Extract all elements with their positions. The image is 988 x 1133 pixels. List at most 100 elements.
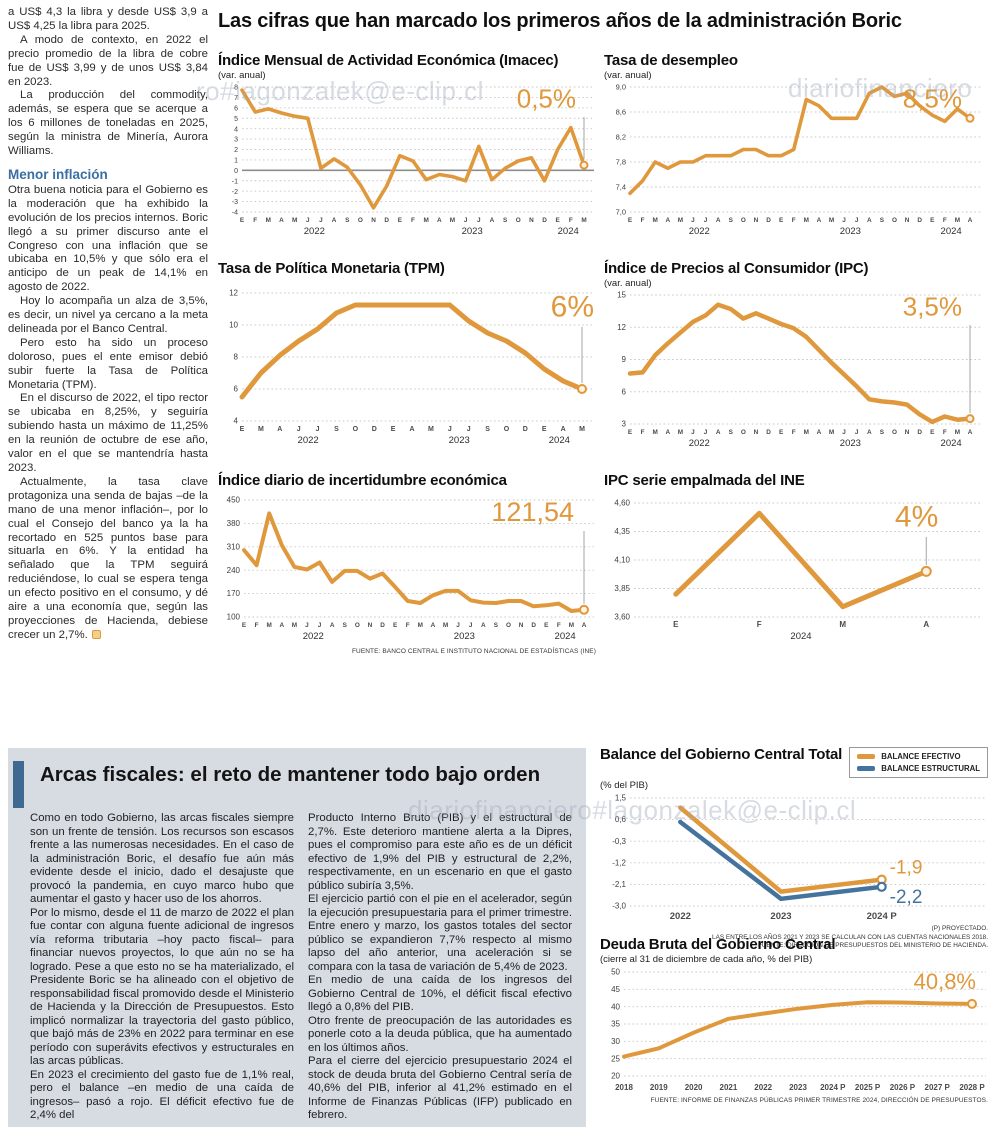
svg-text:E: E	[556, 217, 561, 224]
svg-text:D: D	[384, 217, 389, 224]
svg-text:M: M	[804, 429, 809, 436]
svg-text:M: M	[292, 622, 297, 629]
chart-title: Tasa de Política Monetaria (TPM)	[218, 260, 445, 277]
svg-text:E: E	[393, 622, 398, 629]
svg-text:12: 12	[617, 323, 626, 332]
left-article-column: a US$ 4,3 la libra y desde US$ 3,9 a US$…	[8, 6, 208, 643]
svg-text:M: M	[653, 429, 658, 436]
svg-text:9: 9	[622, 355, 627, 364]
svg-text:4: 4	[234, 417, 239, 426]
chart-footnotes: (P) PROYECTADO. LAS ENTRE LOS AÑOS 2021 …	[600, 925, 988, 951]
svg-text:D: D	[523, 426, 528, 433]
paragraph: Otro frente de preocupación de las autor…	[308, 1014, 572, 1054]
svg-text:D: D	[917, 429, 922, 436]
paragraph: En el discurso de 2022, el tipo rector s…	[8, 392, 208, 474]
svg-text:A: A	[277, 426, 282, 433]
deuda-line-chart: 50 45 40 35 30 25 20 2018 2019 2020 2021 2022 2023 20…	[611, 968, 986, 1092]
svg-text:A: A	[561, 426, 566, 433]
svg-text:2024: 2024	[790, 631, 811, 642]
svg-text:J: J	[319, 217, 323, 224]
svg-text:2018: 2018	[615, 1083, 633, 1092]
chart-title: IPC serie empalmada del INE	[604, 472, 805, 489]
svg-text:0,5%: 0,5%	[517, 83, 576, 113]
svg-text:A: A	[279, 622, 284, 629]
svg-text:O: O	[741, 429, 746, 436]
svg-text:D: D	[542, 217, 547, 224]
svg-text:2023: 2023	[770, 911, 791, 922]
svg-text:45: 45	[611, 985, 620, 994]
svg-text:6: 6	[234, 385, 239, 394]
svg-text:M: M	[579, 426, 585, 433]
svg-text:M: M	[829, 217, 834, 224]
svg-text:-2: -2	[232, 189, 238, 196]
svg-text:O: O	[355, 622, 360, 629]
balance-line-chart: 1,5 0,6 -0,3 -1,2 -2,1 -3,0 2022 2023 2024 P -1,9…	[612, 794, 986, 922]
svg-text:7,4: 7,4	[616, 183, 626, 192]
svg-text:F: F	[557, 622, 561, 629]
main-headline: Las cifras que han marcado los primeros …	[218, 10, 902, 32]
svg-text:A: A	[490, 217, 495, 224]
svg-text:F: F	[757, 620, 762, 629]
svg-text:1,5: 1,5	[615, 794, 627, 803]
ipc-empalmado-line-chart: 4,60 4,35 4,10 3,85 3,60 E F M A 2024 4%	[614, 499, 982, 642]
svg-text:J: J	[469, 622, 473, 629]
fiscal-panel: Arcas fiscales: el reto de mantener todo…	[8, 748, 586, 1127]
svg-text:A: A	[431, 622, 436, 629]
svg-text:O: O	[892, 217, 897, 224]
svg-text:S: S	[343, 622, 348, 629]
svg-text:F: F	[641, 429, 645, 436]
chart-title: Tasa de desempleo	[604, 52, 738, 69]
svg-text:O: O	[741, 217, 746, 224]
chart-title: Índice de Precios al Consumidor (IPC)	[604, 260, 869, 277]
svg-text:A: A	[867, 217, 872, 224]
svg-text:M: M	[678, 217, 683, 224]
chart-subtitle: (var. anual)	[604, 278, 652, 289]
svg-text:E: E	[930, 429, 935, 436]
svg-text:4,60: 4,60	[614, 499, 630, 508]
svg-text:J: J	[691, 217, 695, 224]
svg-text:E: E	[240, 217, 245, 224]
svg-text:M: M	[678, 429, 683, 436]
svg-text:M: M	[267, 622, 272, 629]
svg-text:J: J	[691, 429, 695, 436]
footnote: LAS ENTRE LOS AÑOS 2021 Y 2023 SE CALCUL…	[712, 933, 988, 941]
svg-text:2028 P: 2028 P	[959, 1083, 985, 1092]
svg-text:N: N	[754, 217, 759, 224]
svg-text:M: M	[258, 426, 264, 433]
svg-text:0,6: 0,6	[615, 815, 627, 824]
svg-text:7,0: 7,0	[616, 208, 626, 217]
svg-text:2026 P: 2026 P	[890, 1083, 916, 1092]
paragraph: Producto Interno Bruto (PIB) y el estruc…	[308, 812, 572, 892]
svg-text:A: A	[409, 426, 414, 433]
svg-text:8,2: 8,2	[616, 133, 626, 142]
chart-title: Deuda Bruta del Gobierno Central	[600, 936, 836, 953]
svg-text:S: S	[503, 217, 508, 224]
svg-text:310: 310	[227, 542, 241, 551]
svg-text:121,54: 121,54	[491, 497, 574, 527]
svg-text:E: E	[930, 217, 935, 224]
svg-text:F: F	[255, 622, 259, 629]
paragraph: En medio de una caída de los ingresos de…	[308, 974, 572, 1013]
paragraph: A modo de contexto, en 2022 el precio pr…	[8, 33, 208, 88]
svg-text:J: J	[316, 426, 320, 433]
svg-text:-2,1: -2,1	[612, 880, 626, 889]
legend-item-estructural: BALANCE ESTRUCTURAL	[857, 764, 980, 773]
svg-text:8: 8	[234, 353, 239, 362]
svg-text:D: D	[372, 426, 377, 433]
svg-text:D: D	[917, 217, 922, 224]
svg-text:O: O	[892, 429, 897, 436]
chart-balance-gobierno: Balance del Gobierno Central Total BALAN…	[600, 746, 988, 951]
svg-text:2024: 2024	[555, 631, 576, 642]
svg-text:F: F	[253, 217, 257, 224]
paragraph: Actualmente, la tasa clave protagoniza u…	[8, 475, 208, 641]
svg-text:J: J	[448, 426, 452, 433]
svg-text:F: F	[569, 217, 573, 224]
svg-text:D: D	[531, 622, 536, 629]
svg-text:40,8%: 40,8%	[914, 969, 976, 994]
svg-text:2022: 2022	[670, 911, 691, 922]
svg-text:M: M	[955, 429, 960, 436]
svg-text:3,5%: 3,5%	[903, 291, 962, 321]
svg-text:-2,2: -2,2	[890, 887, 923, 908]
chart-subtitle: (cierre al 31 de diciembre de cada año, …	[600, 954, 813, 965]
